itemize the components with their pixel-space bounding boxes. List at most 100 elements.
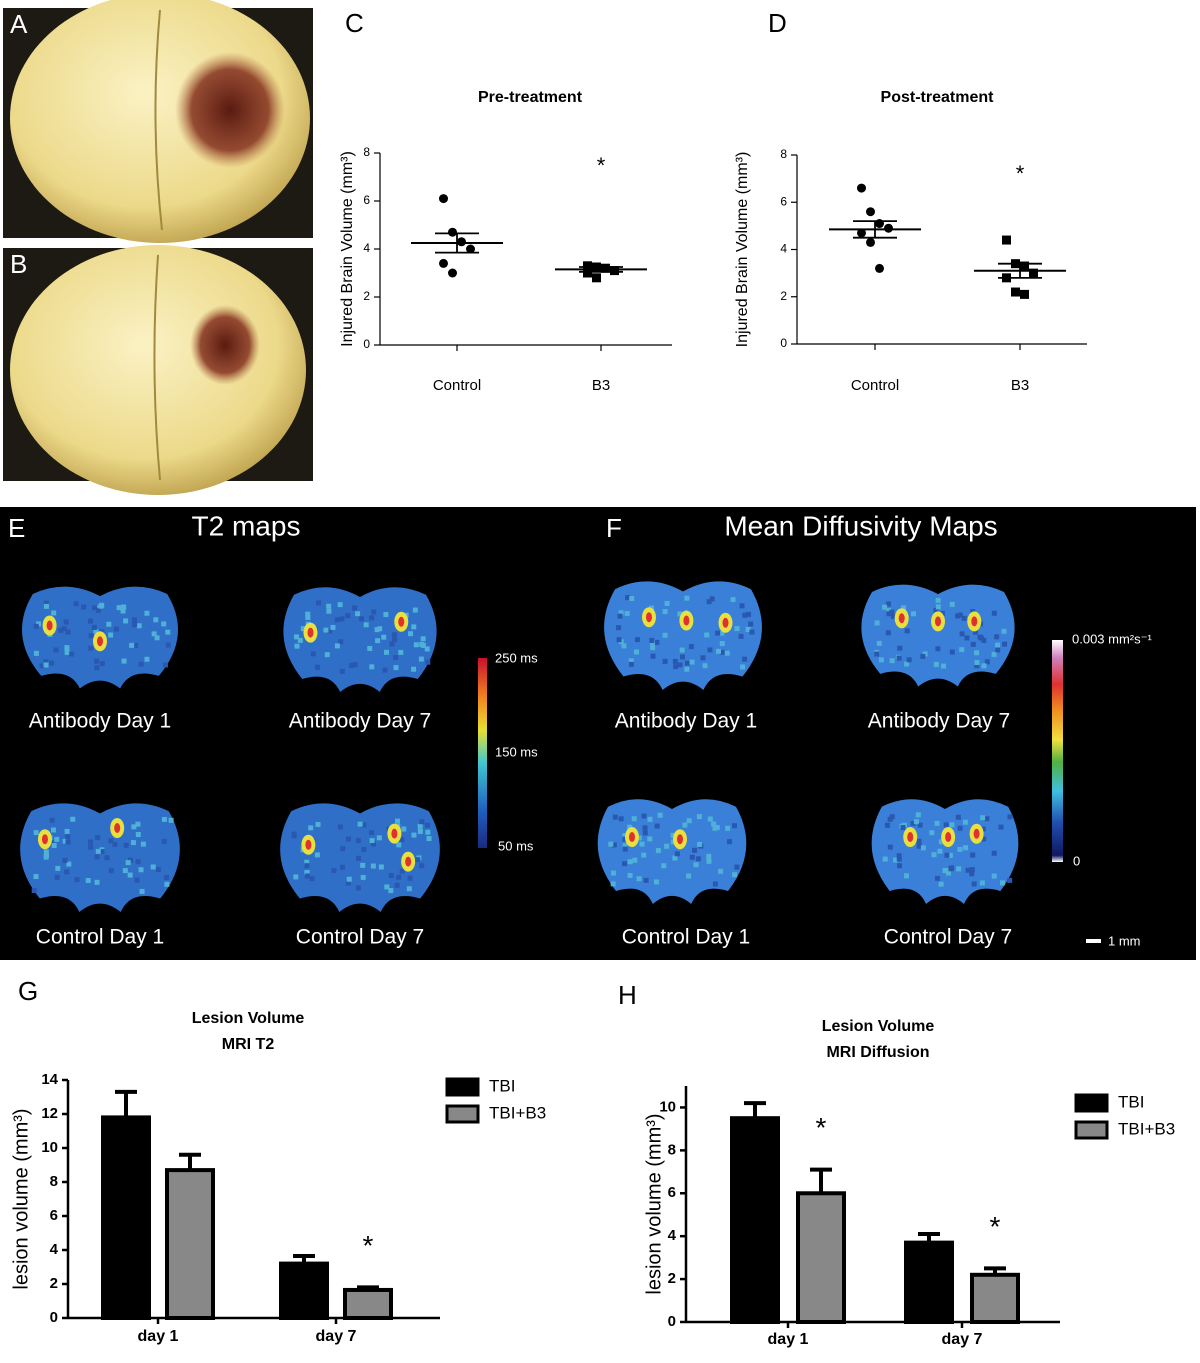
voxel xyxy=(654,879,660,885)
data-point xyxy=(857,228,866,238)
voxel xyxy=(369,664,375,670)
voxel xyxy=(716,648,722,654)
colorbar-label: 0.003 mm²s⁻¹ xyxy=(1072,631,1152,646)
y-tick-label: 6 xyxy=(780,194,787,208)
y-tick-label: 2 xyxy=(363,289,370,303)
scale-bar xyxy=(1086,939,1101,943)
voxel xyxy=(54,874,60,880)
voxel xyxy=(748,621,754,627)
error-bar xyxy=(744,1101,766,1119)
voxel xyxy=(133,642,139,648)
voxel xyxy=(1001,628,1007,634)
voxel xyxy=(618,816,624,822)
y-tick-label: 0 xyxy=(780,336,787,350)
voxel xyxy=(155,867,161,873)
hotspot xyxy=(629,832,635,843)
voxel xyxy=(889,609,895,615)
voxel xyxy=(383,612,389,618)
voxel xyxy=(315,664,321,670)
significance: * xyxy=(1016,161,1025,186)
voxel xyxy=(692,847,698,853)
voxel xyxy=(957,612,963,618)
voxel xyxy=(731,823,737,829)
voxel xyxy=(367,645,373,651)
x-tick-label: B3 xyxy=(1011,377,1029,394)
chart-title: Pre-treatment xyxy=(478,89,583,106)
mri-slice xyxy=(280,803,440,912)
hotspot xyxy=(398,616,405,627)
mri-slice xyxy=(597,799,747,904)
hotspot xyxy=(971,616,978,627)
voxel xyxy=(87,839,93,845)
voxel xyxy=(636,876,642,882)
voxel xyxy=(642,825,648,831)
voxel xyxy=(734,626,740,632)
voxel xyxy=(326,603,332,609)
voxel xyxy=(935,604,941,610)
voxel xyxy=(959,631,965,637)
legend-swatch xyxy=(445,1104,480,1124)
voxel xyxy=(123,842,129,848)
voxel xyxy=(43,659,49,665)
voxel xyxy=(933,607,939,613)
voxel xyxy=(893,857,899,863)
data-point xyxy=(466,244,475,254)
voxel xyxy=(647,816,653,822)
voxel xyxy=(108,632,114,638)
image-caption: Control Day 7 xyxy=(884,926,1012,949)
voxel xyxy=(95,848,101,854)
voxel xyxy=(132,622,138,628)
voxel xyxy=(94,879,100,885)
voxel xyxy=(696,814,702,820)
voxel xyxy=(642,830,648,836)
voxel xyxy=(412,607,418,613)
voxel xyxy=(33,830,39,836)
data-point xyxy=(457,237,466,247)
voxel xyxy=(742,656,748,662)
hotspot xyxy=(46,620,53,631)
voxel xyxy=(393,665,399,671)
bar xyxy=(165,1168,215,1320)
photo-a: A xyxy=(3,0,313,243)
voxel xyxy=(611,842,617,848)
voxel xyxy=(935,646,941,652)
voxel xyxy=(916,843,922,849)
voxel xyxy=(662,658,668,664)
voxel xyxy=(356,855,362,861)
voxel xyxy=(49,840,55,846)
voxel xyxy=(43,600,49,606)
voxel xyxy=(726,839,732,845)
voxel xyxy=(92,605,98,611)
voxel xyxy=(647,836,653,842)
voxel xyxy=(99,661,105,667)
voxel xyxy=(135,821,141,827)
legend-label: TBI+B3 xyxy=(1118,1119,1175,1138)
voxel xyxy=(61,626,67,632)
voxel xyxy=(643,877,649,883)
voxel xyxy=(991,850,997,856)
voxel xyxy=(48,660,54,666)
voxel xyxy=(309,876,315,882)
voxel xyxy=(339,616,345,622)
voxel xyxy=(934,875,940,881)
voxel xyxy=(980,815,986,821)
voxel xyxy=(874,651,880,657)
voxel xyxy=(949,601,955,607)
error-bar xyxy=(853,220,897,239)
voxel xyxy=(664,600,670,606)
voxel xyxy=(93,629,99,635)
hotspot xyxy=(935,616,941,627)
voxel xyxy=(995,642,1001,648)
voxel xyxy=(51,843,57,849)
voxel xyxy=(677,662,683,668)
voxel xyxy=(33,874,39,880)
voxel xyxy=(970,852,976,858)
image-caption: Control Day 1 xyxy=(622,926,750,949)
voxel xyxy=(361,846,367,852)
voxel xyxy=(53,647,59,653)
legend-label: TBI xyxy=(1118,1092,1144,1111)
voxel xyxy=(136,623,142,629)
image-caption: Antibody Day 7 xyxy=(289,710,431,733)
voxel xyxy=(165,642,171,648)
